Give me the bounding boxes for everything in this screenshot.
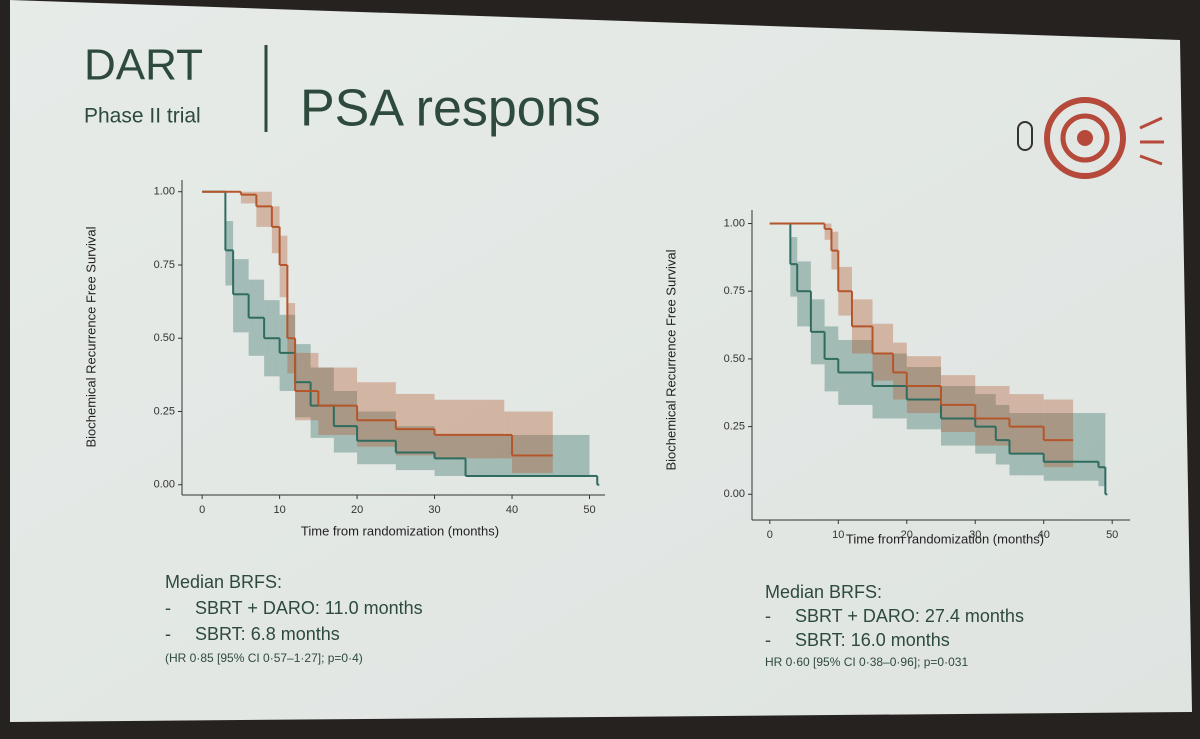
confidence-band (1071, 399, 1074, 468)
summary-item: SBRT + DARO: 11.0 months (195, 598, 423, 618)
slide (10, 0, 1192, 722)
title: DART (84, 41, 203, 90)
y-axis-label: Biochemical Recurrence Free Survival (83, 226, 98, 447)
y-tick-label: 1.00 (154, 186, 175, 198)
y-tick-label: 0.00 (154, 479, 175, 491)
x-tick-label: 0 (199, 504, 205, 516)
x-axis-label: Time from randomization (months) (846, 531, 1044, 546)
x-tick-label: 30 (969, 529, 981, 541)
confidence-band (1009, 394, 1044, 454)
confidence-band (893, 342, 907, 400)
x-tick-label: 40 (1038, 529, 1050, 541)
x-tick-label: 40 (506, 504, 518, 516)
confidence-band (941, 375, 976, 433)
summary-bullet: - (165, 598, 171, 618)
confidence-band (225, 221, 234, 286)
x-tick-label: 20 (901, 529, 913, 541)
confidence-band (1043, 399, 1072, 468)
y-tick-label: 0.75 (724, 285, 745, 297)
confidence-band (271, 206, 280, 254)
y-tick-label: 0.25 (724, 421, 745, 433)
x-tick-label: 20 (351, 504, 363, 516)
summary-bullet: - (765, 630, 771, 650)
y-tick-label: 0.75 (154, 259, 175, 271)
confidence-band (295, 344, 311, 418)
y-axis-label: Biochemical Recurrence Free Survival (663, 249, 678, 470)
confidence-band (824, 223, 832, 240)
x-tick-label: 0 (767, 529, 773, 541)
confidence-band (941, 385, 976, 446)
summary-heading: Median BRFS: (765, 582, 882, 602)
x-tick-label: 10 (273, 504, 285, 516)
confidence-band (906, 356, 941, 414)
confidence-band (395, 426, 435, 471)
confidence-band (295, 352, 319, 421)
confidence-band (279, 235, 288, 298)
confidence-band (975, 394, 996, 454)
confidence-band (995, 404, 1010, 465)
confidence-band (975, 385, 1010, 446)
y-tick-label: 0.50 (154, 332, 175, 344)
y-tick-label: 0.50 (724, 353, 745, 365)
summary-heading: Median BRFS: (165, 572, 282, 592)
confidence-band (512, 411, 551, 474)
confidence-band (233, 259, 249, 333)
confidence-band (790, 237, 798, 297)
y-tick-label: 0.25 (154, 405, 175, 417)
summary-bullet: - (765, 606, 771, 626)
summary-item: SBRT: 16.0 months (795, 630, 950, 650)
confidence-band (906, 367, 941, 430)
confidence-band (240, 191, 257, 204)
confidence-band (797, 261, 811, 327)
x-tick-label: 30 (428, 504, 440, 516)
summary-item: SBRT + DARO: 27.4 months (795, 606, 1024, 626)
confidence-band (1009, 413, 1044, 476)
confidence-band (1043, 413, 1099, 481)
summary-note: HR 0·60 [95% CI 0·38–0·96]; p=0·031 (765, 655, 968, 669)
x-tick-label: 50 (583, 504, 595, 516)
confidence-band (310, 367, 334, 438)
x-tick-label: 10 (832, 529, 844, 541)
confidence-band (1098, 413, 1106, 487)
summary-item: SBRT: 6.8 months (195, 624, 340, 644)
summary-bullet: - (165, 624, 171, 644)
subtitle: Phase II trial (84, 105, 201, 128)
confidence-band (318, 367, 358, 435)
confidence-band (395, 393, 435, 456)
confidence-band (872, 323, 894, 381)
x-tick-label: 50 (1106, 529, 1118, 541)
x-axis-label: Time from randomization (months) (301, 523, 499, 538)
confidence-band (357, 382, 396, 447)
logo-icon (1017, 97, 1164, 179)
y-tick-label: 0.00 (724, 488, 745, 500)
y-tick-label: 1.00 (724, 217, 745, 229)
confidence-band (550, 411, 553, 474)
topic: PSA respons (300, 80, 601, 138)
confidence-band (256, 191, 272, 227)
summary-note: (HR 0·85 [95% CI 0·57–1·27]; p=0·4) (165, 651, 363, 665)
confidence-band (434, 399, 505, 459)
confidence-band (434, 434, 466, 476)
